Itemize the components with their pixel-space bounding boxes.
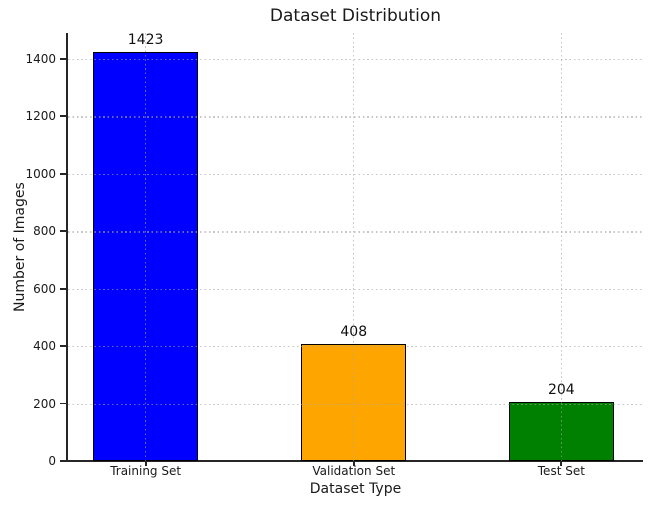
y-tick bbox=[60, 287, 66, 290]
y-tick-label: 800 bbox=[33, 224, 56, 239]
bar-value-label: 204 bbox=[547, 382, 575, 399]
y-tick bbox=[60, 345, 66, 347]
y-tick-label: 400 bbox=[33, 339, 56, 354]
x-axis-label: Dataset Type bbox=[309, 481, 402, 497]
y-tick-label: 0 bbox=[48, 454, 56, 468]
gridline-vertical bbox=[560, 33, 563, 461]
gridline-vertical bbox=[353, 33, 355, 461]
x-tick-label: Test Set bbox=[537, 464, 585, 478]
gridline-horizontal bbox=[68, 288, 643, 291]
y-tick bbox=[60, 115, 66, 118]
x-tick-label: Validation Set bbox=[312, 464, 396, 478]
y-tick-label: 600 bbox=[33, 281, 56, 296]
bar-value-label: 408 bbox=[340, 323, 368, 340]
gridline-horizontal bbox=[68, 173, 643, 176]
x-tick bbox=[144, 462, 147, 466]
gridline-horizontal bbox=[68, 231, 643, 233]
gridline-horizontal bbox=[68, 403, 643, 405]
gridline-horizontal bbox=[68, 58, 643, 61]
y-tick bbox=[60, 57, 66, 60]
y-tick-label: 1000 bbox=[25, 166, 56, 181]
bar-value-label: 1423 bbox=[127, 32, 164, 49]
plot-area: 1423 408 204 bbox=[68, 32, 643, 461]
y-tick bbox=[60, 402, 66, 405]
x-tick bbox=[352, 462, 355, 466]
y-tick-label: 200 bbox=[33, 396, 56, 411]
y-tick-label: 1400 bbox=[25, 51, 56, 66]
y-tick bbox=[60, 230, 66, 233]
x-axis-spine bbox=[66, 460, 643, 462]
chart-title: Dataset Distribution bbox=[269, 6, 442, 26]
y-tick bbox=[60, 460, 66, 462]
y-tick bbox=[60, 172, 66, 175]
x-tick-label: Training Set bbox=[110, 464, 182, 478]
gridline-vertical bbox=[144, 33, 147, 461]
x-tick bbox=[560, 462, 563, 466]
y-tick-label: 1200 bbox=[25, 109, 56, 124]
gridline-horizontal bbox=[68, 346, 643, 348]
gridline-horizontal bbox=[68, 116, 643, 118]
y-axis-spine bbox=[66, 33, 68, 462]
